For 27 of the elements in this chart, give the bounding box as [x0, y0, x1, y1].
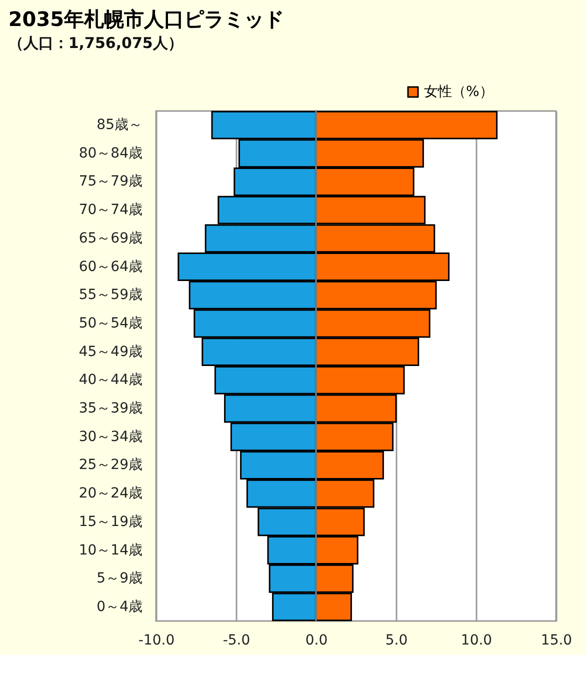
- y-tick-label: 85歳～: [96, 117, 142, 134]
- y-tick-label: 45～49歳: [78, 344, 142, 360]
- x-tick-label: 5.0: [385, 632, 408, 648]
- y-tick-label: 10～14歳: [78, 542, 142, 558]
- x-tick-label: -5.0: [222, 632, 250, 648]
- x-tick-label: 15.0: [540, 632, 572, 648]
- y-tick-label: 15～19歳: [78, 514, 142, 530]
- x-tick-label: 0.0: [305, 632, 328, 648]
- y-tick-label: 70～74歳: [78, 202, 142, 218]
- y-tick-label: 65～69歳: [78, 230, 142, 246]
- y-tick-label: 0～4歳: [96, 598, 142, 615]
- y-tick-label: 55～59歳: [78, 287, 142, 304]
- y-tick-label: 50～54歳: [78, 315, 142, 332]
- y-tick-label: 35～39歳: [78, 400, 142, 417]
- y-tick-label: 5～9歳: [96, 570, 142, 587]
- y-tick-label: 30～34歳: [78, 428, 142, 445]
- chart-title: 2035年札幌市人口ピラミッド: [8, 7, 284, 31]
- y-tick-label: 75～79歳: [78, 174, 142, 190]
- y-tick-label: 80～84歳: [78, 145, 142, 162]
- y-tick-label: 25～29歳: [78, 457, 142, 474]
- y-tick-label: 40～44歳: [78, 372, 142, 388]
- x-tick-label: 10.0: [460, 632, 492, 648]
- y-tick-label: 20～24歳: [78, 486, 142, 502]
- chart-subtitle: （人口：1,756,075人）: [8, 34, 183, 52]
- y-tick-label: 60～64歳: [78, 258, 142, 275]
- legend-label: 女性（%）: [424, 84, 494, 100]
- x-tick-label: -10.0: [138, 632, 175, 648]
